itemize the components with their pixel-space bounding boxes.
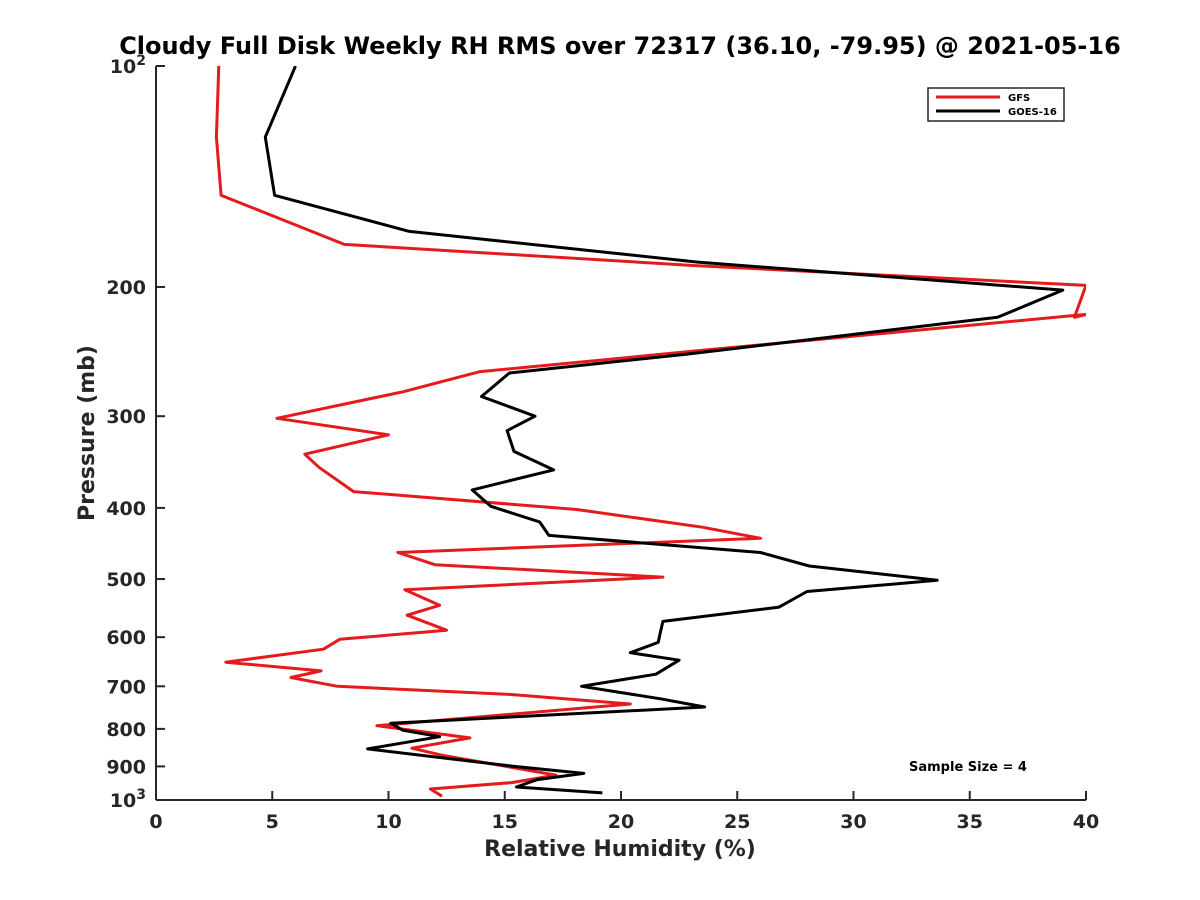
y-tick-label: 102: [110, 53, 146, 78]
y-tick-label: 900: [106, 756, 146, 778]
legend-box: [927, 87, 1065, 122]
x-tick-label: 5: [266, 811, 279, 833]
y-tick-label: 500: [106, 569, 146, 591]
series-line-goes-16: [263, 66, 1065, 795]
sample-size-annotation: Sample Size = 4: [909, 760, 1027, 775]
plot-series: [214, 66, 1086, 798]
axes-frame: [155, 66, 1086, 801]
chart-title: Cloudy Full Disk Weekly RH RMS over 7231…: [119, 32, 1121, 60]
x-tick-label: 35: [957, 811, 983, 833]
y-tick-label: 103: [110, 787, 146, 812]
legend: GFS GOES-16: [927, 87, 1065, 122]
y-tick-label: 400: [106, 498, 146, 520]
x-tick-label: 0: [149, 811, 162, 833]
legend-entry-label: GFS: [1008, 93, 1030, 104]
series-line-gfs: [214, 66, 1086, 798]
y-tick-label: 800: [106, 719, 146, 741]
y-axis-ticks: 102 200 300 400 500 600 700 800 900 103: [106, 53, 165, 812]
x-axis-label: Relative Humidity (%): [484, 837, 756, 862]
x-tick-label: 30: [840, 811, 866, 833]
legend-entry-label: GOES-16: [1008, 107, 1057, 118]
y-tick-label: 300: [106, 406, 146, 428]
y-tick-label: 600: [106, 627, 146, 649]
x-tick-label: 15: [492, 811, 518, 833]
x-axis-ticks: 0 5 10 15 20 25 30 35 40: [149, 791, 1099, 833]
y-axis-label: Pressure (mb): [75, 345, 100, 521]
x-tick-label: 20: [608, 811, 634, 833]
x-tick-label: 40: [1073, 811, 1099, 833]
y-tick-label: 700: [106, 676, 146, 698]
x-tick-label: 25: [724, 811, 750, 833]
y-tick-label: 200: [106, 277, 146, 299]
x-tick-label: 10: [375, 811, 401, 833]
